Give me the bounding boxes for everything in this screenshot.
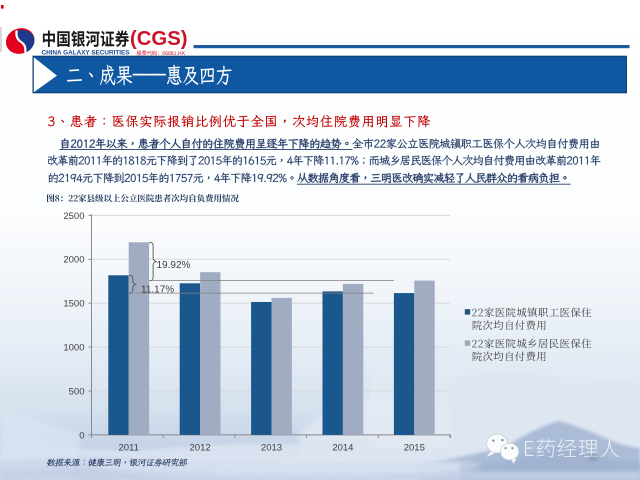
svg-text:1500: 1500 xyxy=(63,299,84,310)
svg-text:0: 0 xyxy=(79,430,84,441)
svg-text:2012: 2012 xyxy=(190,443,211,454)
svg-text:2000: 2000 xyxy=(63,255,84,266)
svg-text:11.17%: 11.17% xyxy=(141,284,174,295)
svg-text:CHINA GALAXY SECURITIES: CHINA GALAXY SECURITIES xyxy=(42,50,130,56)
svg-text:2015: 2015 xyxy=(404,443,425,454)
svg-text:2014: 2014 xyxy=(332,443,353,454)
svg-text:2011: 2011 xyxy=(118,443,138,454)
svg-text:500: 500 xyxy=(69,386,85,397)
svg-text:1000: 1000 xyxy=(63,343,84,354)
svg-text:19.92%: 19.92% xyxy=(157,260,191,271)
svg-text:2500: 2500 xyxy=(63,211,84,222)
svg-text:(CGS): (CGS) xyxy=(130,28,188,50)
svg-text:2013: 2013 xyxy=(261,443,282,454)
